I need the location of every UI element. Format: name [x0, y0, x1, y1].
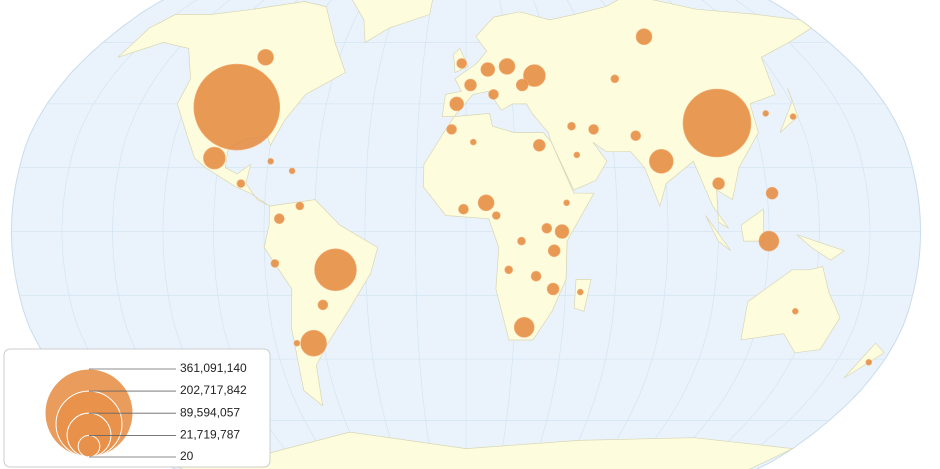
bubble: [273, 213, 285, 224]
bubble: [504, 265, 514, 275]
size-legend: 361,091,140 202,717,842 89,594,057 21,719,7…: [3, 348, 271, 468]
bubble: [477, 194, 495, 212]
bubble: [865, 358, 873, 366]
bubble: [515, 78, 529, 92]
bubble: [203, 146, 226, 170]
bubble: [464, 78, 477, 92]
bubble: [469, 138, 477, 146]
bubbles: [193, 28, 873, 366]
bubble: [712, 177, 725, 190]
bubble: [257, 48, 274, 66]
legend-label: 20: [180, 449, 194, 463]
bubble: [532, 139, 546, 152]
land: [573, 279, 592, 312]
bubble: [491, 211, 501, 220]
bubble: [446, 124, 457, 135]
bubble: [523, 64, 546, 87]
bubble: [193, 63, 281, 151]
bubble: [630, 130, 642, 141]
bubble: [762, 110, 770, 117]
land: [740, 266, 841, 354]
legend-label: 361,091,140: [180, 361, 247, 375]
bubble: [588, 124, 599, 135]
bubble: [498, 58, 516, 75]
bubble: [576, 288, 584, 296]
bubble: [541, 223, 553, 234]
bubble: [573, 151, 581, 159]
bubble: [563, 199, 570, 207]
bubble: [682, 88, 752, 158]
bubble: [635, 28, 653, 46]
bubble: [267, 158, 275, 165]
land: [779, 87, 799, 133]
bubble: [791, 307, 799, 315]
bubble: [300, 329, 327, 357]
bubble: [547, 244, 561, 257]
bubble: [758, 230, 780, 252]
land: [796, 234, 845, 261]
bubble: [456, 58, 468, 69]
bubble: [270, 259, 280, 268]
legend-label: 21,719,787: [180, 428, 240, 442]
bubble: [295, 201, 305, 211]
bubble: [610, 74, 620, 84]
land: [352, 0, 433, 43]
legend-label: 202,717,842: [180, 383, 247, 397]
bubble: [765, 186, 779, 200]
bubble: [449, 96, 465, 112]
bubble: [314, 248, 357, 292]
land: [843, 342, 885, 379]
bubble: [546, 282, 560, 296]
bubble: [513, 316, 535, 338]
bubble: [317, 299, 329, 311]
legend-circle: [77, 434, 101, 458]
legend-label: 89,594,057: [180, 405, 240, 419]
bubble: [293, 339, 301, 347]
bubble: [567, 121, 576, 131]
bubble: [488, 89, 499, 100]
bubble: [648, 149, 674, 174]
land: [441, 0, 813, 229]
bubble: [458, 203, 469, 215]
bubble: [517, 236, 526, 246]
bubble: [288, 167, 296, 175]
bubble: [530, 270, 542, 282]
bubble: [236, 179, 246, 188]
bubble: [480, 62, 496, 77]
bubble: [789, 113, 797, 120]
land: [705, 215, 731, 251]
bubble: [554, 224, 570, 239]
land: [139, 431, 794, 469]
